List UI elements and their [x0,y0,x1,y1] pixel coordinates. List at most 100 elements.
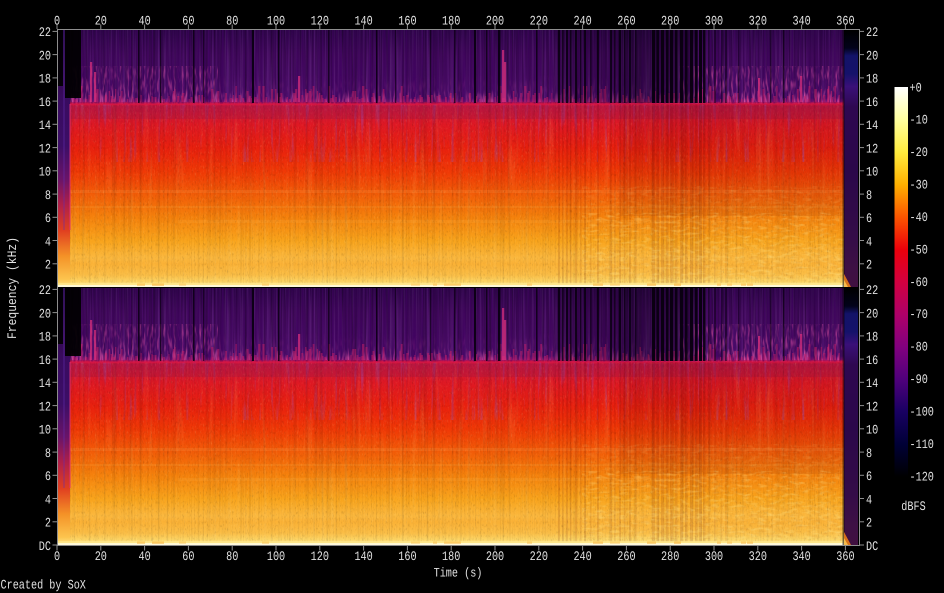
svg-text:0: 0 [54,549,60,564]
svg-text:-70: -70 [910,307,928,322]
svg-text:14: 14 [39,118,51,133]
svg-text:12: 12 [39,399,51,414]
svg-text:22: 22 [39,283,51,298]
svg-text:140: 140 [354,14,372,29]
svg-text:2: 2 [866,258,872,273]
svg-text:-20: -20 [910,145,928,160]
svg-text:200: 200 [486,14,504,29]
svg-text:16: 16 [866,95,878,110]
svg-text:4: 4 [45,492,51,507]
svg-text:40: 40 [139,549,151,564]
svg-text:20: 20 [866,306,878,321]
svg-text:80: 80 [226,14,238,29]
svg-text:18: 18 [866,72,878,87]
svg-text:340: 340 [792,14,810,29]
svg-text:320: 320 [749,14,767,29]
svg-text:10: 10 [866,423,878,438]
svg-text:22: 22 [39,25,51,40]
svg-text:14: 14 [866,118,878,133]
svg-text:4: 4 [866,492,872,507]
svg-text:320: 320 [749,549,767,564]
svg-text:dBFS: dBFS [901,499,926,514]
svg-text:Time (s): Time (s) [434,566,483,581]
svg-text:2: 2 [45,258,51,273]
svg-text:240: 240 [573,549,591,564]
svg-text:16: 16 [866,353,878,368]
svg-text:280: 280 [661,14,679,29]
svg-text:6: 6 [866,469,872,484]
svg-text:+0: +0 [910,80,922,95]
svg-text:200: 200 [486,549,504,564]
svg-text:300: 300 [705,14,723,29]
svg-text:0: 0 [54,14,60,29]
svg-text:2: 2 [866,516,872,531]
svg-text:20: 20 [39,306,51,321]
svg-text:2: 2 [45,516,51,531]
svg-text:120: 120 [311,549,329,564]
svg-text:60: 60 [182,14,194,29]
svg-text:80: 80 [226,549,238,564]
svg-text:180: 180 [442,549,460,564]
svg-text:-10: -10 [910,113,928,128]
svg-text:20: 20 [866,48,878,63]
svg-text:-50: -50 [910,242,928,257]
svg-text:DC: DC [39,539,51,554]
svg-text:20: 20 [39,48,51,63]
svg-text:-80: -80 [910,340,928,355]
svg-text:4: 4 [866,234,872,249]
svg-text:DC: DC [866,539,878,554]
svg-text:360: 360 [836,14,854,29]
svg-text:-110: -110 [910,437,934,452]
svg-text:6: 6 [45,469,51,484]
svg-text:6: 6 [45,211,51,226]
svg-text:-60: -60 [910,275,928,290]
svg-text:300: 300 [705,549,723,564]
svg-text:6: 6 [866,211,872,226]
svg-text:14: 14 [39,376,51,391]
svg-text:100: 100 [267,549,285,564]
svg-text:100: 100 [267,14,285,29]
svg-text:Created by SoX: Created by SoX [1,578,87,593]
svg-text:60: 60 [182,549,194,564]
svg-text:-120: -120 [910,469,934,484]
svg-text:18: 18 [39,72,51,87]
svg-text:18: 18 [39,330,51,345]
svg-text:340: 340 [792,549,810,564]
svg-text:14: 14 [866,376,878,391]
svg-text:220: 220 [530,549,548,564]
svg-text:180: 180 [442,14,460,29]
svg-text:8: 8 [866,188,872,203]
svg-text:10: 10 [39,165,51,180]
svg-text:4: 4 [45,234,51,249]
svg-text:12: 12 [866,399,878,414]
svg-text:240: 240 [573,14,591,29]
svg-text:-100: -100 [910,405,934,420]
svg-text:8: 8 [45,188,51,203]
svg-text:-40: -40 [910,210,928,225]
svg-text:8: 8 [866,446,872,461]
svg-text:22: 22 [866,25,878,40]
svg-text:160: 160 [398,549,416,564]
svg-text:8: 8 [45,446,51,461]
svg-text:260: 260 [617,14,635,29]
svg-text:160: 160 [398,14,416,29]
svg-text:260: 260 [617,549,635,564]
svg-text:10: 10 [866,165,878,180]
svg-text:16: 16 [39,95,51,110]
svg-text:16: 16 [39,353,51,368]
svg-text:Frequency (kHz): Frequency (kHz) [5,237,20,339]
svg-text:140: 140 [354,549,372,564]
svg-text:360: 360 [836,549,854,564]
svg-text:280: 280 [661,549,679,564]
svg-text:12: 12 [39,141,51,156]
svg-text:12: 12 [866,141,878,156]
svg-text:-30: -30 [910,178,928,193]
svg-text:20: 20 [95,549,107,564]
svg-text:20: 20 [95,14,107,29]
svg-text:10: 10 [39,423,51,438]
svg-text:-90: -90 [910,372,928,387]
svg-text:220: 220 [530,14,548,29]
svg-text:22: 22 [866,283,878,298]
svg-text:18: 18 [866,330,878,345]
svg-text:40: 40 [139,14,151,29]
